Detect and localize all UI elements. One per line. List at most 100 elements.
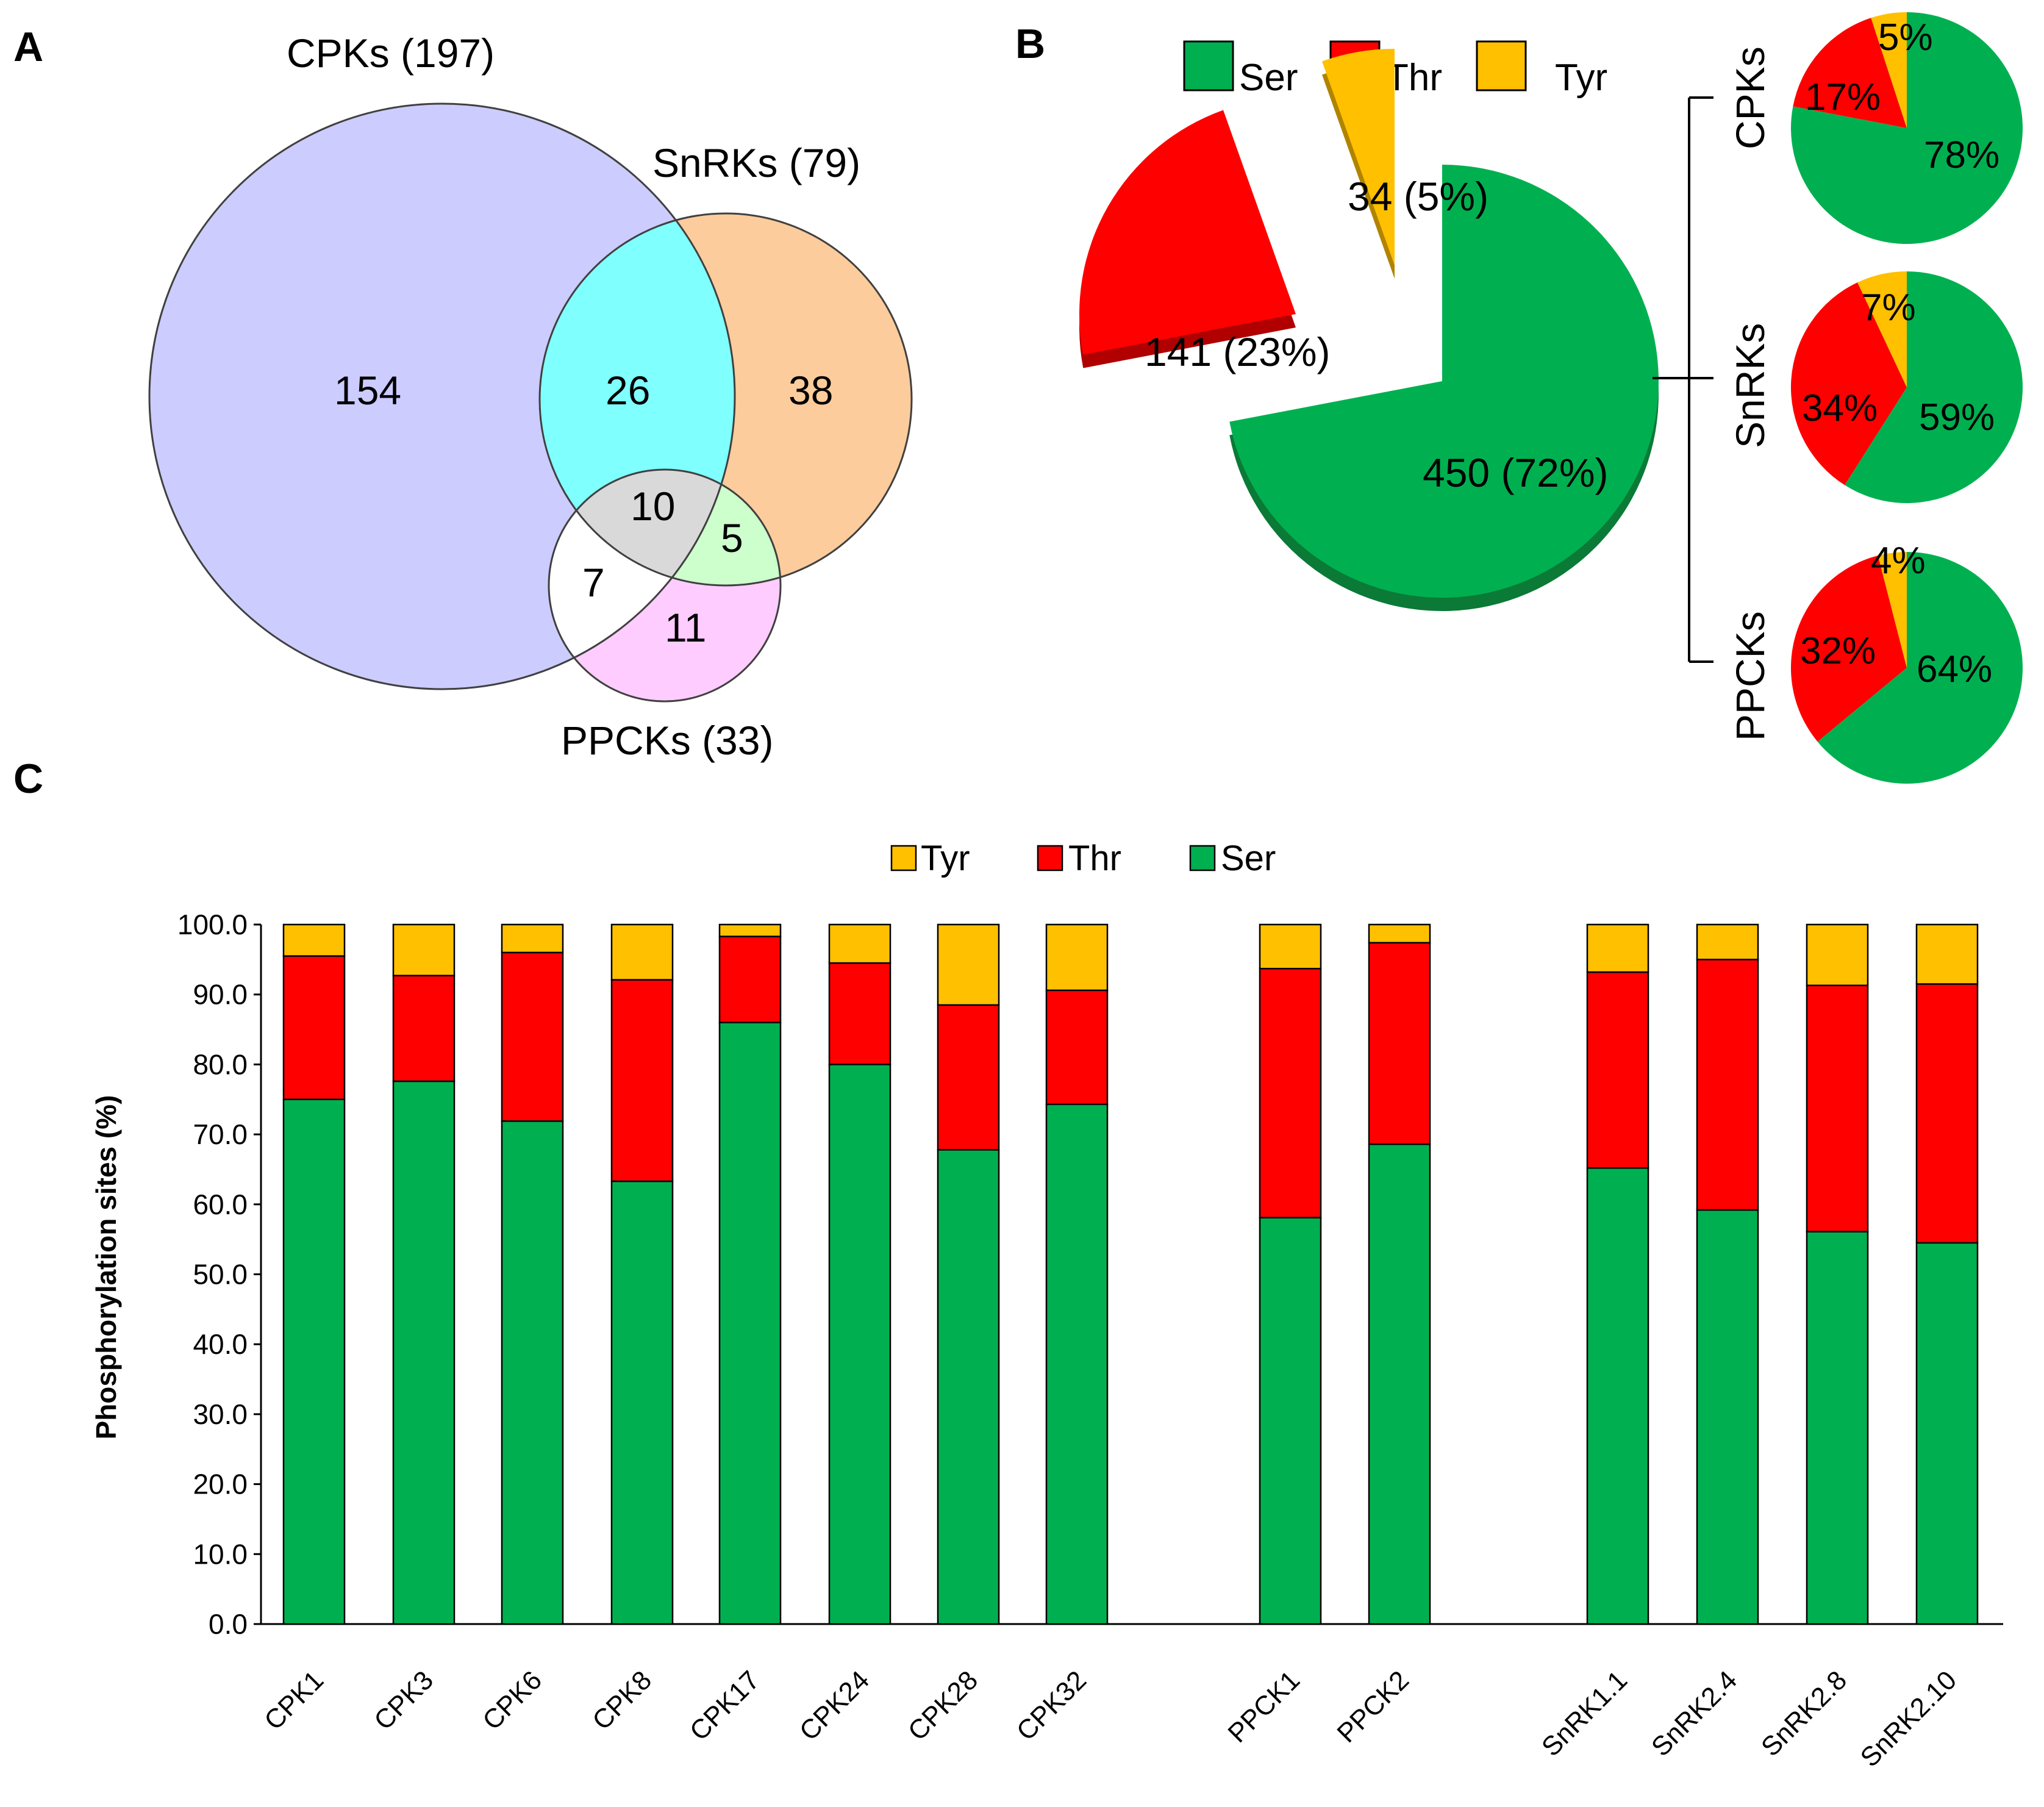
bar-thr-ppck1 — [1259, 968, 1322, 1218]
bar-ser-snrk1-1 — [1586, 1167, 1649, 1625]
bar-tyr-ppck2 — [1368, 923, 1431, 944]
bar-thr-cpk8 — [610, 979, 674, 1183]
bar-tyr-cpk3 — [392, 923, 456, 976]
venn-count-all-three: 10 — [631, 484, 675, 529]
bar-thr-snrk1-1 — [1586, 971, 1649, 1169]
x-category-label: PPCK1 — [1222, 1665, 1306, 1748]
y-tick-label: 80.0 — [193, 1048, 248, 1080]
family-label-snrks: SnRKs — [1728, 323, 1773, 448]
x-category-label: CPK32 — [1011, 1665, 1092, 1746]
x-category-label: PPCK2 — [1331, 1665, 1415, 1748]
venn-count-ppck-only: 11 — [665, 605, 707, 650]
bar-ser-snrk2-4 — [1696, 1209, 1759, 1625]
pie-snrks-slice-thr — [1791, 282, 1907, 485]
pie-snrks-label-ser: 59% — [1919, 396, 1995, 438]
pie-ppcks-slice-tyr — [1878, 552, 1907, 668]
main-pie-slice-ser — [1229, 165, 1659, 598]
bar-ser-cpk17 — [718, 1022, 782, 1625]
bar-thr-snrk2-10 — [1915, 983, 1979, 1244]
x-category-label: CPK6 — [477, 1665, 548, 1736]
bar-ser-cpk24 — [828, 1064, 892, 1625]
y-axis-title: Phosphorylation sites (%) — [90, 1095, 122, 1440]
y-tick-label: 50.0 — [193, 1259, 248, 1290]
y-tick-label: 0.0 — [209, 1608, 248, 1640]
pie-ppcks-label-tyr: 4% — [1871, 540, 1926, 582]
bar-thr-cpk24 — [828, 962, 892, 1065]
x-category-label: CPK3 — [368, 1665, 439, 1736]
pie-cpks-slice-tyr — [1871, 12, 1907, 128]
x-category-label: CPK1 — [259, 1665, 329, 1736]
venn-region-cpk-ppck — [549, 470, 735, 689]
bar-tyr-snrk2-8 — [1806, 923, 1869, 987]
bar-thr-snrk2-8 — [1806, 984, 1869, 1233]
pie-snrks-label-tyr: 7% — [1861, 287, 1916, 329]
pie-ppcks — [1791, 552, 2023, 784]
bar-thr-cpk17 — [718, 936, 782, 1023]
venn-label-ppcks: PPCKs (33) — [561, 718, 773, 763]
x-category-label: SnRK1.1 — [1536, 1665, 1633, 1762]
panel-c-letter: C — [13, 756, 43, 802]
venn-outline-snrks — [538, 212, 913, 587]
pie-snrks-slice-ser — [1845, 271, 2023, 504]
y-tick-label: 20.0 — [193, 1469, 248, 1500]
bar-tyr-cpk17 — [718, 923, 782, 937]
x-category-label: CPK8 — [587, 1665, 657, 1736]
venn-count-cpk-snrk: 26 — [606, 368, 650, 413]
legend-label-tyr: Tyr — [1555, 57, 1607, 99]
panel-b-letter: B — [1015, 21, 1045, 67]
x-category-label: SnRK2.8 — [1756, 1665, 1853, 1762]
bar-ser-snrk2-8 — [1806, 1231, 1869, 1625]
x-category-label: CPK24 — [794, 1665, 875, 1746]
y-tick-label: 40.0 — [193, 1328, 248, 1360]
venn-count-cpk-ppck: 7 — [582, 560, 605, 605]
bar-thr-cpk32 — [1045, 989, 1109, 1106]
x-category-label: SnRK2.4 — [1646, 1665, 1743, 1762]
bar-ser-ppck2 — [1368, 1143, 1431, 1625]
panel-a-letter: A — [13, 24, 43, 70]
family-label-cpks: CPKs — [1728, 46, 1773, 149]
legend-label-ser: Ser — [1239, 57, 1298, 99]
bar-thr-cpk1 — [282, 955, 346, 1100]
venn-label-snrks: SnRKs (79) — [652, 140, 860, 185]
pie-ppcks-label-thr: 32% — [1800, 630, 1876, 672]
pie-snrks-slice-tyr — [1857, 271, 1907, 387]
venn-count-cpk-only: 154 — [334, 368, 401, 413]
main-pie-slice-thr — [1079, 110, 1296, 355]
bar-ser-cpk28 — [937, 1149, 1000, 1625]
bar-thr-snrk2-4 — [1696, 959, 1759, 1211]
pie-snrks-label-thr: 34% — [1802, 387, 1878, 429]
bar-tyr-cpk8 — [610, 923, 674, 981]
bar-ser-cpk1 — [282, 1098, 346, 1625]
main-pie-label-tyr: 34 (5%) — [1348, 174, 1488, 219]
bar-legend-label-thr: Thr — [1068, 839, 1121, 878]
pie-cpks-label-tyr: 5% — [1878, 16, 1933, 59]
bar-ser-cpk6 — [501, 1120, 564, 1625]
bar-legend-label-ser: Ser — [1221, 839, 1276, 878]
pie-cpks-slice-thr — [1793, 18, 1907, 129]
bar-ser-cpk8 — [610, 1180, 674, 1625]
pie-cpks-label-ser: 78% — [1924, 134, 1999, 176]
stacked-bar-chart: 0.0 10.0 20.0 30.0 40.0 50.0 60.0 70.0 80.0 90.0 1… — [177, 909, 2003, 1773]
family-bracket — [1653, 96, 1713, 663]
y-tick-label: 10.0 — [193, 1538, 248, 1570]
bar-tyr-cpk6 — [501, 923, 564, 954]
pie-ppcks-slice-thr — [1791, 555, 1907, 742]
y-tick-label: 90.0 — [193, 979, 248, 1011]
pie-ppcks-slice-ser — [1817, 552, 2023, 784]
y-tick-label: 100.0 — [177, 909, 248, 940]
main-pie-label-thr: 141 (23%) — [1145, 329, 1331, 374]
bar-tyr-snrk2-10 — [1915, 923, 1979, 985]
bar-tyr-snrk2-4 — [1696, 923, 1759, 961]
bar-tyr-ppck1 — [1259, 923, 1322, 970]
legend-label-thr: Thr — [1385, 57, 1442, 99]
x-category-label: CPK17 — [684, 1665, 765, 1746]
y-tick-label: 30.0 — [193, 1398, 248, 1430]
pie-cpks — [1791, 12, 2023, 244]
bar-legend-label-tyr: Tyr — [921, 839, 970, 878]
bar-ser-cpk3 — [392, 1080, 456, 1625]
bar-tyr-cpk28 — [937, 923, 1000, 1006]
y-tick-label: 70.0 — [193, 1118, 248, 1150]
bar-thr-cpk28 — [937, 1004, 1000, 1151]
pie-snrks — [1791, 271, 2023, 504]
